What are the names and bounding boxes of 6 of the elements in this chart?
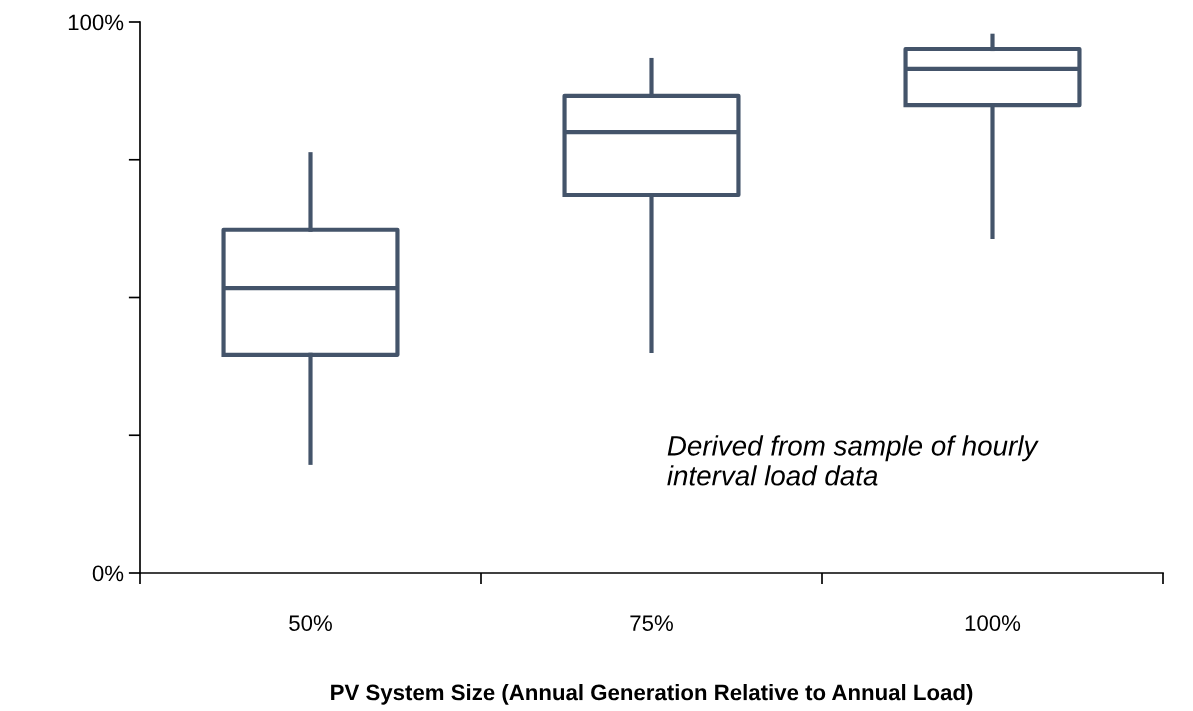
x-tick-label: 100% [965,615,1021,631]
x-tick-label: 75% [630,615,673,631]
annotation: Derived from sample of hourly interval load data [667,435,1039,486]
x-axis-title: PV System Size (Annual Generation Relative to Annual Load) [331,683,973,705]
x-tick-label: 50% [289,615,332,631]
y-tick-label: 0% [92,565,124,582]
